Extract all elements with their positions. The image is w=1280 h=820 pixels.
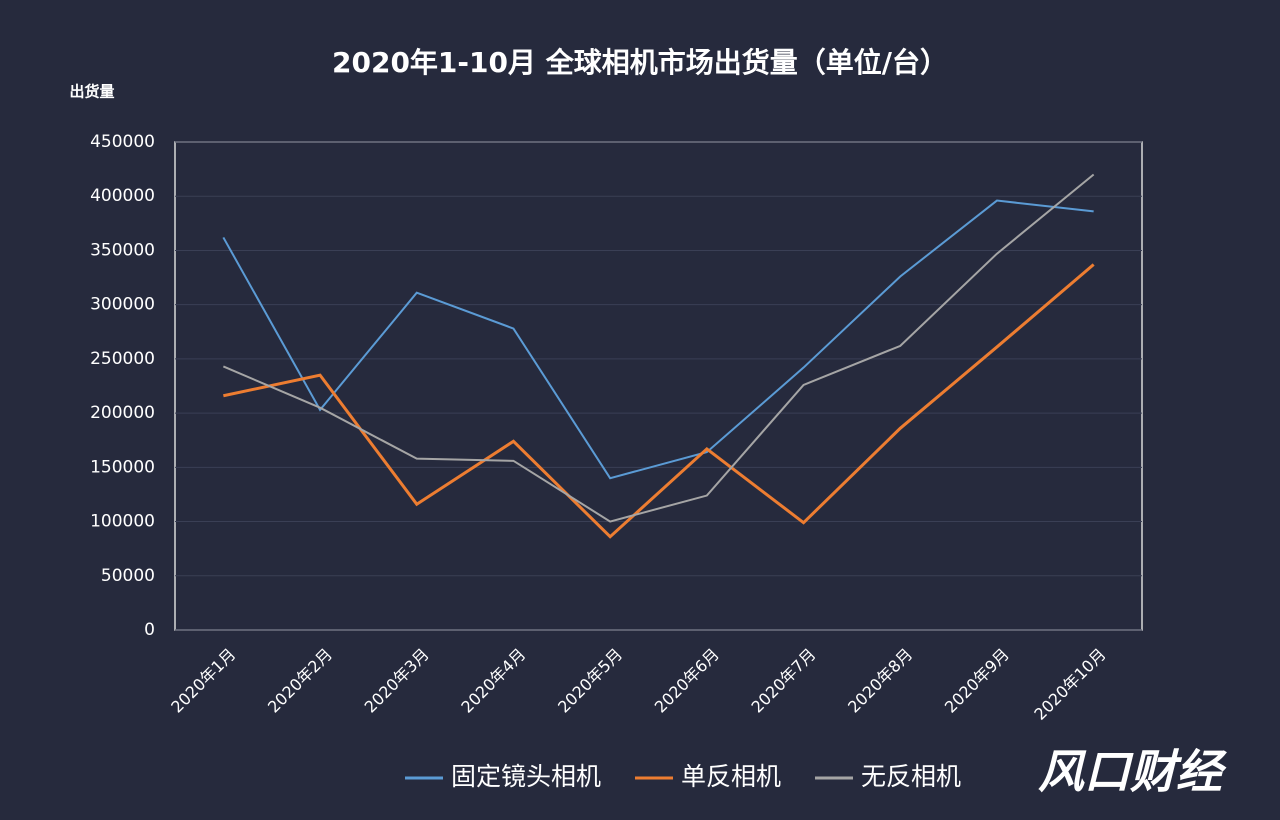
chart-title: 2020年1-10月 全球相机市场出货量（单位/台） bbox=[332, 46, 948, 79]
legend-label: 无反相机 bbox=[861, 762, 961, 791]
legend-label: 单反相机 bbox=[681, 762, 781, 791]
series-line bbox=[222, 173, 1095, 523]
y-tick-label: 300000 bbox=[90, 295, 155, 315]
y-tick-label: 400000 bbox=[90, 186, 155, 206]
y-tick-label: 450000 bbox=[90, 132, 155, 152]
y-tick-label: 200000 bbox=[90, 403, 155, 423]
y-tick-label: 150000 bbox=[90, 457, 155, 477]
series-line bbox=[222, 199, 1094, 480]
y-tick-label: 0 bbox=[144, 620, 155, 640]
legend-label: 固定镜头相机 bbox=[451, 762, 601, 791]
y-tick-label: 250000 bbox=[90, 349, 155, 369]
watermark: 风口财经 bbox=[1038, 745, 1227, 799]
y-tick-label: 350000 bbox=[90, 240, 155, 260]
y-tick-label: 50000 bbox=[101, 566, 155, 586]
y-tick-label: 100000 bbox=[90, 512, 155, 532]
series-line bbox=[223, 263, 1095, 539]
y-axis-label: 出货量 bbox=[69, 83, 114, 101]
